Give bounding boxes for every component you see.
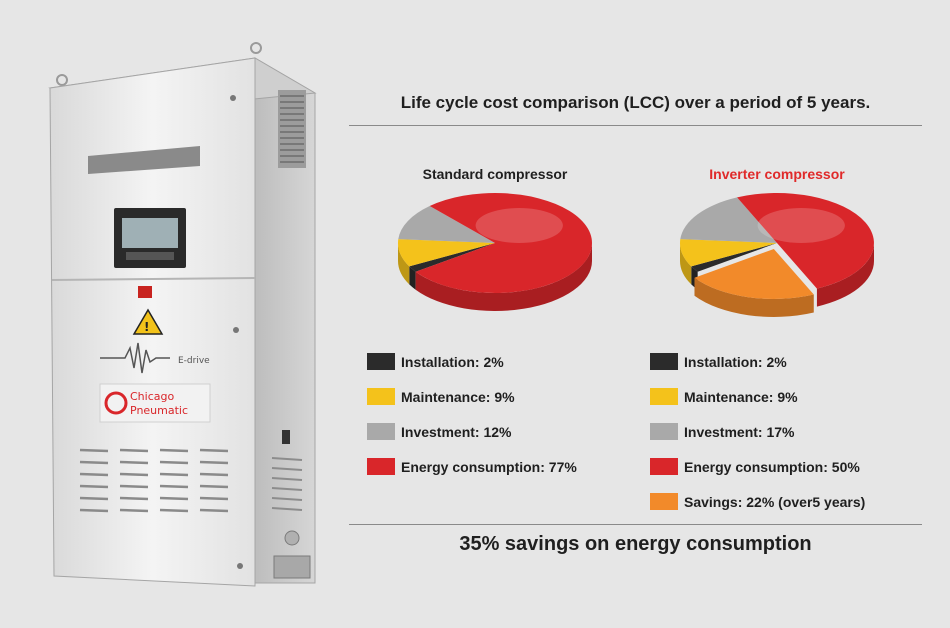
legend-item-investment: Investment: 12% [367,414,577,449]
brand-line1: Chicago [130,390,174,403]
standard-pie-chart [398,193,592,311]
pie-slice-maintenance [680,239,777,267]
legend-swatch [367,388,395,405]
pie-slice-investment [680,197,777,243]
legend-label: Maintenance: 9% [684,388,798,405]
pie-slice-side-savings [694,277,814,317]
drive-label: E-drive [178,356,210,366]
inverter-chart-title: Inverter compressor [709,166,845,182]
divider-top [349,125,922,126]
legend-label: Investment: 12% [401,423,512,440]
pie-slice-side-energy-consumption [415,243,592,311]
inverter-pie-chart [680,193,874,317]
pie-slice-side-energy-consumption [816,243,874,307]
legend-label: Installation: 2% [401,353,504,370]
pie-slice-side-maintenance [398,243,410,285]
legend-item-maintenance: Maintenance: 9% [367,379,577,414]
legend-label: Energy consumption: 77% [401,458,577,475]
legend-item-installation: Installation: 2% [650,344,865,379]
legend-item-energy-consumption: Energy consumption: 50% [650,449,865,484]
legend-item-investment: Investment: 17% [650,414,865,449]
legend-swatch [367,458,395,475]
legend-swatch [650,493,678,510]
legend-swatch [650,458,678,475]
legend-swatch [367,353,395,370]
standard-chart-title: Standard compressor [422,166,568,182]
pie-gloss [475,208,563,243]
legend-label: Savings: 22% (over5 years) [684,493,866,510]
legend-label: Maintenance: 9% [401,388,515,405]
legend-swatch [367,423,395,440]
standard-legend: Installation: 2% Maintenance: 9% Investmen… [367,344,577,484]
savings-summary: 35% savings on energy consumption [459,533,812,555]
svg-text:!: ! [144,320,149,334]
legend-swatch [650,388,678,405]
legend-swatch [650,423,678,440]
legend-swatch [650,353,678,370]
pie-slice-installation [409,243,495,272]
inverter-legend: Installation: 2% Maintenance: 9% Investmen… [650,344,865,519]
legend-item-energy-consumption: Energy consumption: 77% [367,449,577,484]
divider-bottom [349,524,922,525]
legend-item-maintenance: Maintenance: 9% [650,379,865,414]
compressor-cabinet-drawing: ! E-drive Chicago Pneumatic [48,42,317,587]
legend-label: Investment: 17% [684,423,795,440]
pie-slice-energy-consumption [737,193,874,289]
pie-slice-installation [691,243,777,272]
pie-slice-maintenance [398,239,495,267]
legend-label: Installation: 2% [684,353,787,370]
legend-label: Energy consumption: 50% [684,458,860,475]
pie-slice-investment [398,206,495,243]
pie-slice-energy-consumption [415,193,592,293]
front-vents [79,448,229,513]
pie-slice-savings [694,248,814,299]
legend-item-installation: Installation: 2% [367,344,577,379]
pie-gloss [757,208,845,243]
pie-slice-side-installation [409,266,416,290]
legend-item-savings: Savings: 22% (over5 years) [650,484,865,519]
page-title: Life cycle cost comparison (LCC) over a … [400,93,871,112]
pie-slice-side-maintenance [680,243,692,285]
brand-line2: Pneumatic [130,404,188,417]
compressor-cabinet-illustration: ! E-drive Chicago Pneumatic [30,38,330,598]
